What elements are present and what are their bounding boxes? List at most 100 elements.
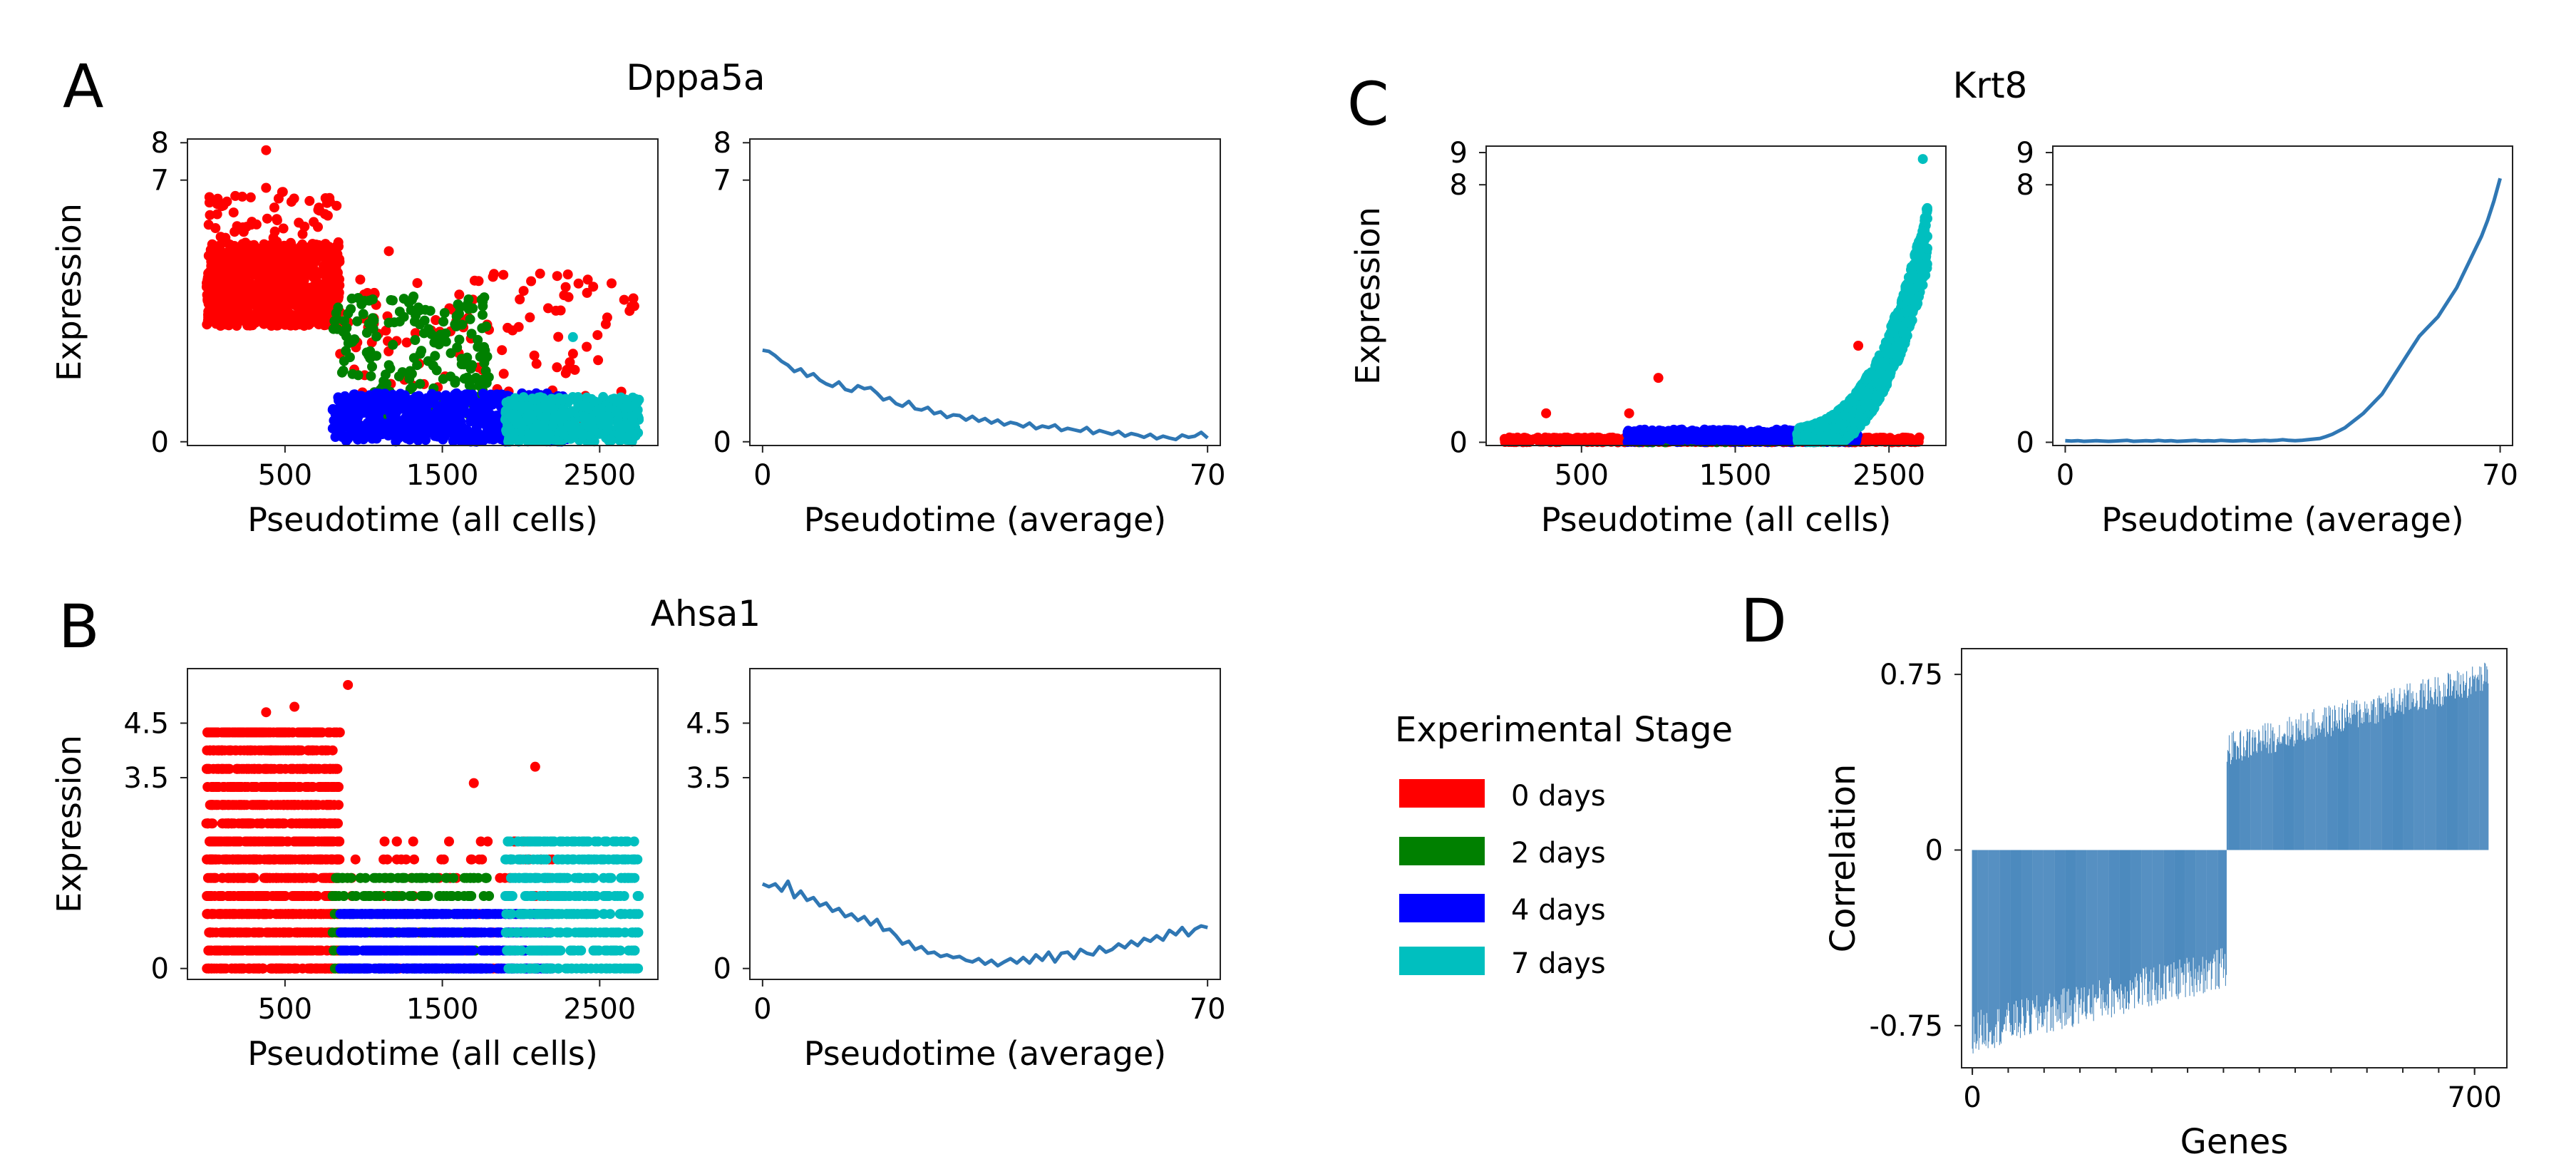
scatter-point bbox=[314, 282, 324, 293]
scatter-point bbox=[266, 310, 277, 321]
scatter-point bbox=[368, 324, 378, 334]
scatter-point bbox=[289, 745, 299, 756]
scatter-point bbox=[405, 425, 416, 436]
scatter-point bbox=[404, 891, 415, 901]
scatter-point bbox=[292, 256, 302, 267]
scatter-point bbox=[513, 321, 524, 332]
scatter-point bbox=[330, 432, 341, 442]
scatter-point bbox=[350, 854, 361, 865]
scatter-point bbox=[628, 293, 639, 304]
scatter-point bbox=[332, 257, 343, 268]
scatter-point bbox=[315, 945, 325, 956]
scatter-point bbox=[412, 278, 423, 289]
scatter-point bbox=[459, 963, 470, 974]
scatter-point bbox=[272, 320, 282, 331]
scatter-point bbox=[221, 262, 232, 272]
scatter-point bbox=[553, 331, 564, 342]
scatter-point bbox=[237, 800, 247, 810]
scatter-point bbox=[395, 430, 406, 441]
scatter-point bbox=[303, 927, 314, 938]
scatter-point bbox=[281, 945, 292, 956]
scatter-point bbox=[543, 303, 553, 314]
scatter-point bbox=[284, 319, 294, 330]
scatter-point bbox=[439, 431, 450, 442]
scatter-point bbox=[336, 927, 346, 938]
scatter-point bbox=[582, 341, 592, 352]
scatter-point bbox=[268, 745, 279, 756]
scatter-point bbox=[401, 963, 412, 974]
scatter-point bbox=[257, 963, 268, 974]
scatter-point bbox=[462, 352, 473, 363]
scatter-point bbox=[297, 229, 308, 240]
scatter-point bbox=[202, 272, 213, 283]
scatter-point bbox=[237, 891, 247, 901]
y-tick-label: 8 bbox=[151, 127, 169, 160]
scatter-point bbox=[282, 836, 293, 847]
scatter-point bbox=[424, 414, 435, 425]
scatter-point bbox=[431, 315, 441, 325]
scatter-point bbox=[454, 309, 464, 319]
scatter-point bbox=[224, 727, 235, 738]
scatter-point bbox=[478, 301, 488, 311]
scatter-point bbox=[274, 909, 284, 920]
scatter-point bbox=[269, 836, 280, 847]
scatter-point bbox=[242, 305, 253, 316]
scatter-point bbox=[259, 249, 270, 260]
scatter-point bbox=[242, 763, 252, 774]
scatter-point bbox=[283, 872, 294, 883]
scatter-point bbox=[278, 854, 289, 865]
scatter-point bbox=[274, 256, 284, 267]
scatter-point bbox=[401, 337, 412, 348]
scatter-point bbox=[444, 836, 454, 847]
scatter-point bbox=[561, 410, 571, 421]
scatter-point bbox=[367, 361, 377, 372]
scatter-point bbox=[307, 309, 318, 320]
scatter-point bbox=[413, 909, 424, 920]
scatter-point bbox=[242, 257, 252, 267]
scatter-point bbox=[299, 818, 310, 829]
scatter-point bbox=[624, 306, 635, 316]
scatter-point bbox=[460, 434, 470, 445]
scatter-point bbox=[279, 299, 289, 309]
scatter-point bbox=[225, 800, 235, 810]
scatter-point bbox=[311, 241, 322, 252]
scatter-point bbox=[336, 367, 347, 378]
scatter-point bbox=[230, 190, 241, 201]
scatter-point bbox=[465, 909, 475, 920]
scatter-point bbox=[262, 213, 272, 224]
scatter-point bbox=[261, 182, 272, 193]
scatter-point bbox=[438, 891, 449, 901]
scatter-point bbox=[430, 351, 441, 361]
scatter-point bbox=[218, 200, 229, 211]
scatter-point bbox=[428, 360, 438, 371]
scatter-point bbox=[483, 836, 493, 847]
scatter-point bbox=[329, 800, 339, 810]
scatter-point bbox=[552, 362, 562, 373]
scatter-point bbox=[367, 294, 378, 304]
scatter-point bbox=[381, 369, 391, 380]
scatter-point bbox=[441, 390, 451, 401]
scatter-point bbox=[219, 945, 230, 956]
scatter-point bbox=[478, 309, 488, 320]
scatter-point bbox=[223, 872, 234, 883]
scatter-point bbox=[211, 307, 222, 318]
scatter-point bbox=[316, 909, 326, 920]
scatter-point bbox=[319, 250, 330, 260]
scatter-point bbox=[450, 376, 460, 386]
scatter-point bbox=[225, 745, 235, 756]
scatter-point bbox=[230, 227, 240, 237]
scatter-point bbox=[441, 909, 452, 920]
y-tick-label: 0 bbox=[151, 426, 169, 459]
scatter-point bbox=[398, 403, 408, 413]
scatter-point bbox=[292, 927, 303, 938]
scatter-point bbox=[274, 727, 284, 738]
scatter-point bbox=[240, 237, 251, 248]
scatter-point bbox=[328, 782, 338, 792]
scatter-point bbox=[274, 818, 285, 829]
scatter-point bbox=[259, 891, 270, 901]
scatter-point bbox=[457, 319, 468, 330]
scatter-point bbox=[347, 369, 358, 379]
scatter-point bbox=[356, 428, 366, 439]
scatter-point bbox=[393, 371, 404, 382]
